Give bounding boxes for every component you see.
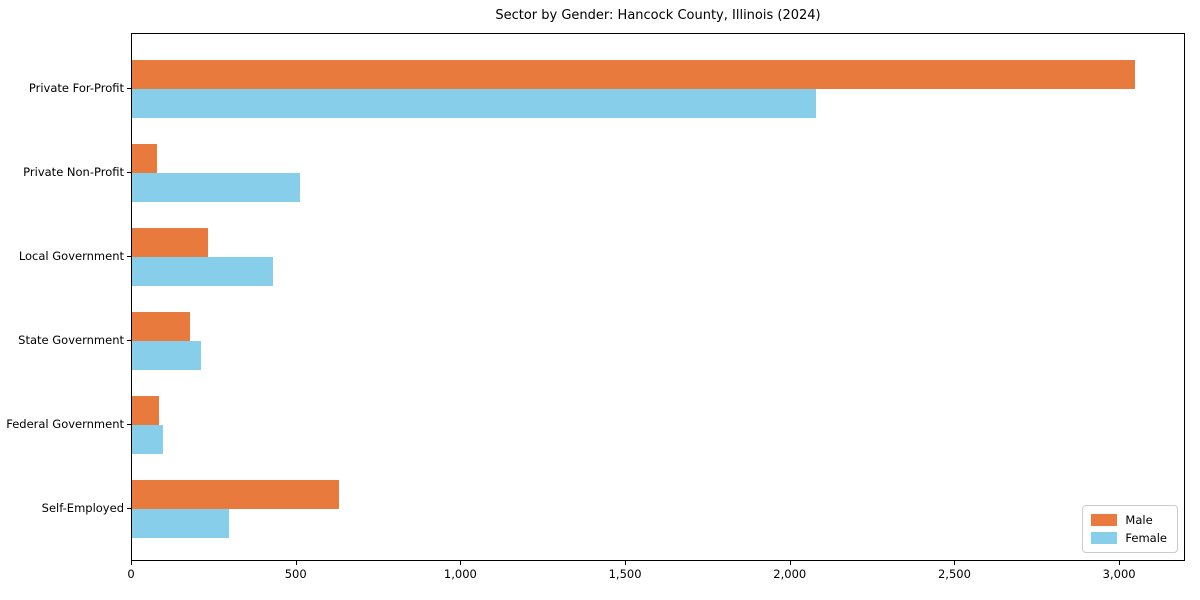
xtick-label-6: 3,000 — [1102, 567, 1136, 581]
legend-swatch-male — [1091, 514, 1118, 526]
legend-entry-male: Male — [1091, 511, 1167, 529]
bar-male-0 — [132, 60, 1135, 89]
xtick-label-1: 500 — [284, 567, 307, 581]
xtick-mark-1 — [295, 561, 297, 565]
xtick-mark-3 — [625, 561, 627, 565]
ytick-mark-4 — [127, 424, 131, 425]
legend: Male Female — [1082, 505, 1178, 553]
ytick-label-2: Local Government — [18, 249, 124, 263]
bar-male-4 — [132, 396, 159, 425]
ytick-label-4: Federal Government — [6, 417, 124, 431]
bar-male-2 — [132, 228, 208, 257]
bar-male-3 — [132, 312, 190, 341]
bar-female-5 — [132, 509, 229, 538]
bar-male-1 — [132, 144, 157, 173]
xtick-mark-2 — [460, 561, 462, 565]
ytick-mark-0 — [127, 88, 131, 89]
xtick-mark-5 — [954, 561, 956, 565]
chart-title: Sector by Gender: Hancock County, Illino… — [495, 8, 821, 23]
ytick-mark-3 — [127, 340, 131, 341]
bar-female-2 — [132, 257, 274, 286]
xtick-label-2: 1,000 — [443, 567, 477, 581]
bar-female-4 — [132, 425, 164, 454]
xtick-label-5: 2,500 — [937, 567, 971, 581]
ytick-label-0: Private For-Profit — [28, 81, 124, 95]
plot-area — [131, 33, 1185, 561]
legend-entry-female: Female — [1091, 529, 1167, 547]
bar-female-3 — [132, 341, 202, 370]
ytick-mark-1 — [127, 172, 131, 173]
ytick-label-1: Private Non-Profit — [23, 165, 124, 179]
xtick-mark-6 — [1119, 561, 1121, 565]
xtick-label-3: 1,500 — [608, 567, 642, 581]
xtick-label-0: 0 — [127, 567, 135, 581]
ytick-label-5: Self-Employed — [41, 501, 124, 515]
ytick-label-3: State Government — [18, 333, 124, 347]
xtick-label-4: 2,000 — [773, 567, 807, 581]
legend-label-male: Male — [1125, 513, 1153, 527]
ytick-mark-5 — [127, 508, 131, 509]
ytick-mark-2 — [127, 256, 131, 257]
bar-female-0 — [132, 89, 816, 118]
bar-female-1 — [132, 173, 300, 202]
xtick-mark-4 — [789, 561, 791, 565]
bar-male-5 — [132, 480, 340, 509]
legend-label-female: Female — [1125, 531, 1167, 545]
legend-swatch-female — [1091, 532, 1118, 544]
xtick-mark-0 — [131, 561, 132, 565]
